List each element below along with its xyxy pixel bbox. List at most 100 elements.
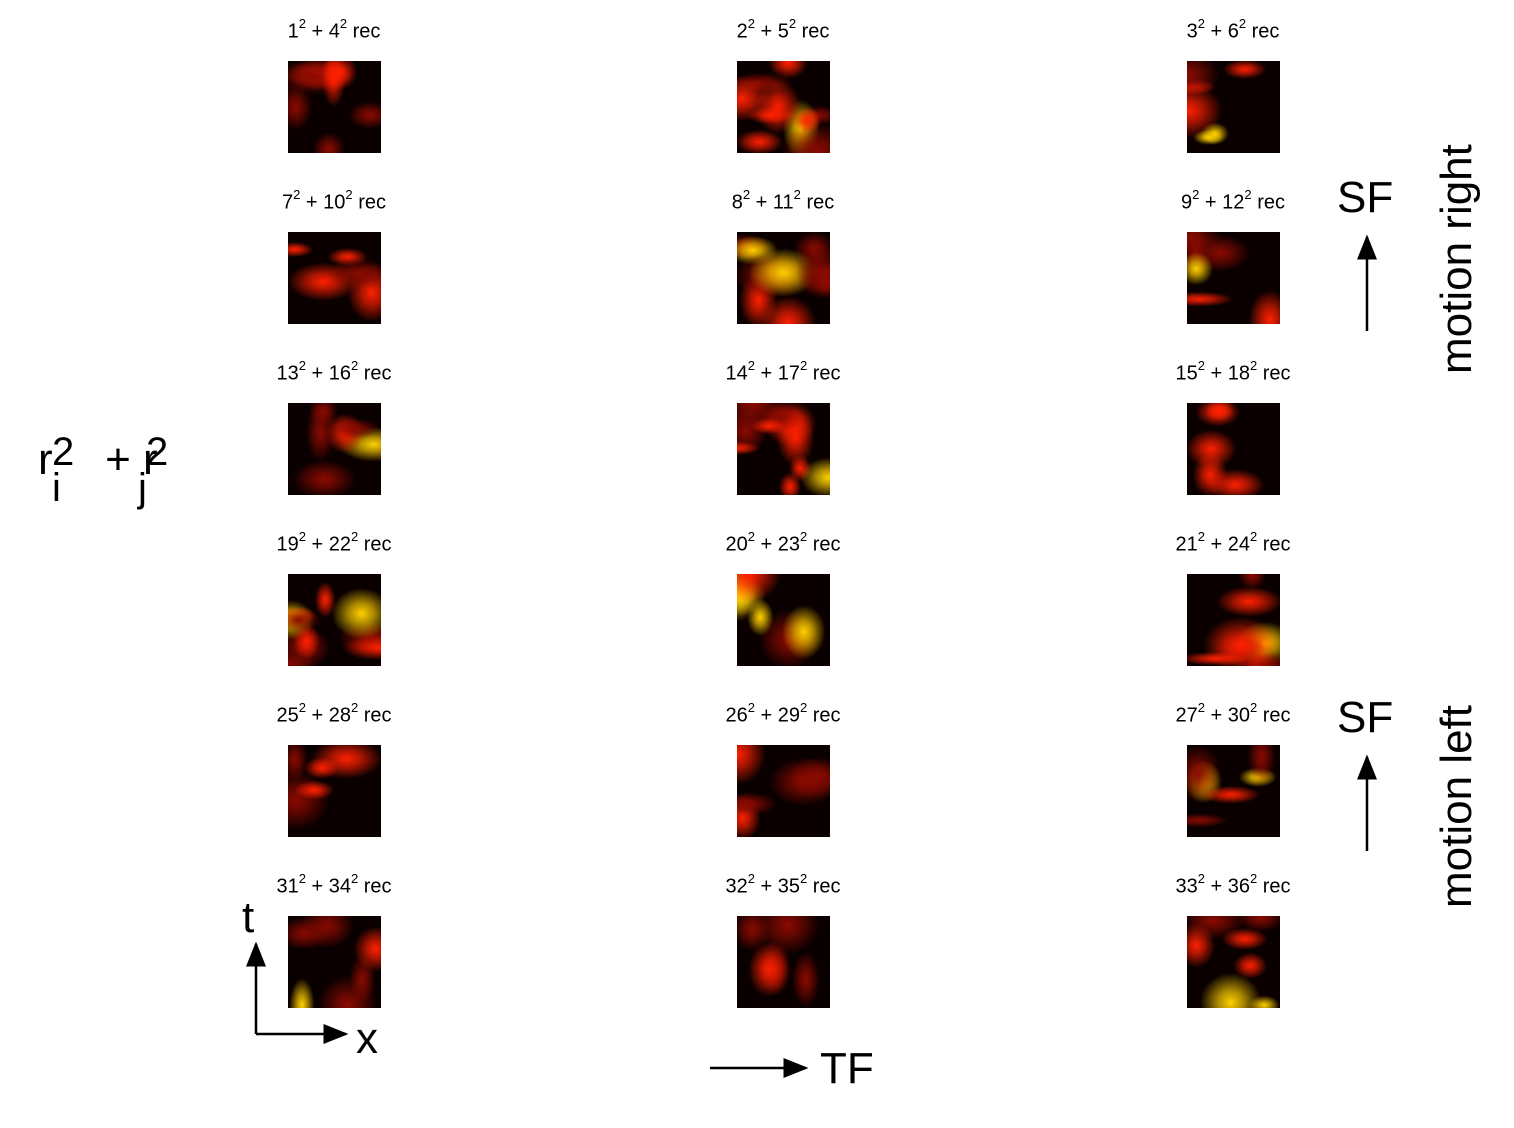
- tile-label-index-j: 12: [1222, 191, 1245, 214]
- tile-label-index-i: 33: [1175, 875, 1198, 898]
- tile-label-exponent: 2: [293, 187, 301, 202]
- tile-label-index-j: 6: [1227, 20, 1239, 43]
- tile-label: 132 + 162 rec: [276, 358, 391, 386]
- receptive-field-tile: [1187, 403, 1280, 495]
- formula-sup-j: 2: [146, 430, 169, 474]
- tile-label: 262 + 292 rec: [725, 700, 841, 728]
- tile-label-exponent: 2: [298, 16, 306, 31]
- tile-label-exponent: 2: [799, 358, 808, 373]
- tile-label-index-j: 28: [328, 704, 351, 727]
- tile-label-plus: +: [754, 20, 778, 43]
- tile-label-suffix: rec: [807, 533, 841, 556]
- tile-label: 332 + 362 rec: [1175, 871, 1290, 899]
- tile-label-exponent: 2: [788, 16, 797, 31]
- tile-label-index-j: 34: [328, 875, 351, 898]
- receptive-field-tile: [1187, 61, 1280, 153]
- tile-label-exponent: 2: [1238, 16, 1247, 31]
- tile-label-index-j: 36: [1227, 875, 1250, 898]
- tile-label-plus: +: [305, 20, 329, 43]
- tile-label-plus: +: [754, 704, 778, 727]
- tile-label-exponent: 2: [1244, 187, 1252, 202]
- receptive-field-tile: [288, 574, 381, 666]
- receptive-field-tile: [288, 403, 381, 495]
- tile-label-exponent: 2: [1197, 871, 1205, 886]
- tile-label-suffix: rec: [807, 875, 841, 898]
- tile-label-plus: +: [1204, 875, 1228, 898]
- tile-label-suffix: rec: [1251, 191, 1285, 214]
- tile-label-plus: +: [1204, 362, 1228, 385]
- tile-label-plus: +: [305, 704, 329, 727]
- tf-label: TF: [820, 1044, 874, 1093]
- tile-label-plus: +: [300, 191, 324, 214]
- receptive-field-tile: [288, 745, 381, 837]
- tile-label-suffix: rec: [347, 20, 381, 43]
- x-axis-label: x: [356, 1014, 378, 1063]
- tile-label-index-j: 16: [328, 362, 351, 385]
- tile-label-suffix: rec: [1246, 20, 1280, 43]
- tile-label-index-j: 18: [1227, 362, 1250, 385]
- tile-label: 32 + 62 rec: [1187, 16, 1280, 44]
- tile-label-exponent: 2: [1192, 187, 1200, 202]
- tile-label: 152 + 182 rec: [1175, 358, 1291, 386]
- tile-label-suffix: rec: [358, 533, 392, 556]
- receptive-field-tile: [737, 61, 830, 153]
- tile-label-exponent: 2: [345, 187, 353, 202]
- motion-right-label: motion right: [1432, 144, 1481, 374]
- receptive-field-tile: [1187, 574, 1280, 666]
- tile-label-exponent: 2: [350, 700, 359, 715]
- tile-label-suffix: rec: [1257, 362, 1291, 385]
- tile-label-exponent: 2: [799, 700, 808, 715]
- receptive-field-tile: [737, 232, 830, 324]
- tile-label-suffix: rec: [800, 191, 835, 214]
- tile-label-index-j: 11: [772, 191, 794, 214]
- receptive-field-tile: [288, 232, 381, 324]
- tile-label-exponent: 2: [350, 358, 359, 373]
- tile-label-plus: +: [750, 191, 773, 214]
- tile-label-plus: +: [1204, 533, 1228, 556]
- tile-label-index-i: 1: [287, 20, 299, 43]
- receptive-field-tile: [1187, 745, 1280, 837]
- tile-label-index-i: 21: [1175, 533, 1198, 556]
- tile-label-index-j: 30: [1227, 704, 1250, 727]
- sf-bottom-label: SF: [1337, 693, 1394, 742]
- tile-label-exponent: 2: [747, 358, 755, 373]
- tile-label-exponent: 2: [1197, 16, 1205, 31]
- tile-label-suffix: rec: [807, 704, 841, 727]
- tile-label-exponent: 2: [1197, 529, 1205, 544]
- sf-top-label: SF: [1337, 173, 1394, 222]
- receptive-field-tile: [288, 916, 381, 1008]
- formula-r-i: r: [38, 435, 53, 484]
- tile-label-index-i: 7: [282, 191, 294, 214]
- tile-label-plus: +: [1199, 191, 1223, 214]
- tile-label-index-i: 19: [276, 533, 299, 556]
- tile-label-index-i: 15: [1175, 362, 1198, 385]
- formula-r-j: r: [143, 435, 158, 484]
- tile-label-plus: +: [305, 875, 329, 898]
- tile-label: 142 + 172 rec: [725, 358, 840, 386]
- receptive-field-tile: [737, 745, 830, 837]
- tile-label: 72 + 102 rec: [282, 187, 386, 215]
- tile-label-exponent: 2: [1249, 358, 1258, 373]
- receptive-field-tile: [737, 916, 830, 1008]
- tile-label: 22 + 52 rec: [736, 16, 830, 44]
- tile-label-exponent: 2: [1197, 358, 1205, 373]
- receptive-field-tile: [1187, 916, 1280, 1008]
- tile-label-plus: +: [754, 875, 778, 898]
- tile-label-exponent: 2: [799, 871, 808, 886]
- tile-label-exponent: 2: [793, 187, 801, 202]
- tile-label-index-j: 35: [777, 875, 800, 898]
- tile-label-exponent: 2: [1197, 700, 1205, 715]
- tile-label: 272 + 302 rec: [1175, 700, 1290, 728]
- tile-label-index-i: 2: [736, 20, 748, 43]
- tile-label-exponent: 2: [350, 871, 359, 886]
- tile-label-index-j: 22: [328, 533, 351, 556]
- receptive-field-tile: [737, 574, 830, 666]
- tile-label-exponent: 2: [1249, 529, 1258, 544]
- tile-label-index-i: 9: [1181, 191, 1193, 214]
- tile-label-plus: +: [1204, 20, 1228, 43]
- tile-label-exponent: 2: [799, 529, 808, 544]
- tile-label-index-i: 27: [1175, 704, 1198, 727]
- receptive-field-tile: [1187, 232, 1280, 324]
- tile-label-plus: +: [305, 533, 329, 556]
